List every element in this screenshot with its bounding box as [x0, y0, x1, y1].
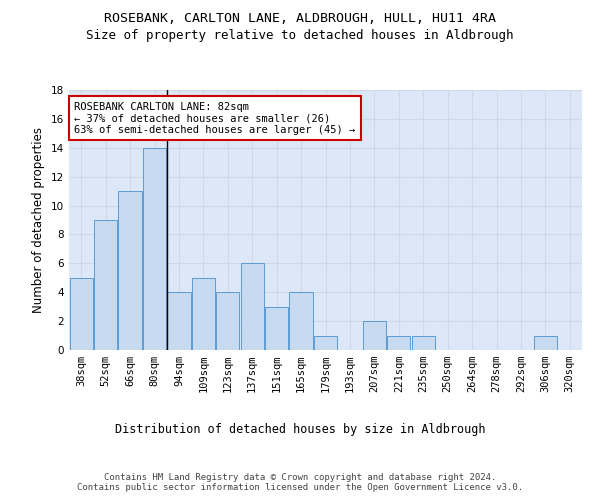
- Bar: [216, 292, 239, 350]
- Text: Contains HM Land Registry data © Crown copyright and database right 2024.
Contai: Contains HM Land Registry data © Crown c…: [77, 472, 523, 492]
- Bar: [314, 336, 337, 350]
- Bar: [143, 148, 166, 350]
- Bar: [289, 292, 313, 350]
- Bar: [94, 220, 117, 350]
- Text: ROSEBANK CARLTON LANE: 82sqm
← 37% of detached houses are smaller (26)
63% of se: ROSEBANK CARLTON LANE: 82sqm ← 37% of de…: [74, 102, 355, 135]
- Text: ROSEBANK, CARLTON LANE, ALDBROUGH, HULL, HU11 4RA: ROSEBANK, CARLTON LANE, ALDBROUGH, HULL,…: [104, 12, 496, 26]
- Bar: [412, 336, 435, 350]
- Bar: [265, 306, 288, 350]
- Bar: [167, 292, 191, 350]
- Bar: [70, 278, 93, 350]
- Bar: [192, 278, 215, 350]
- Y-axis label: Number of detached properties: Number of detached properties: [32, 127, 46, 313]
- Bar: [118, 191, 142, 350]
- Bar: [387, 336, 410, 350]
- Bar: [534, 336, 557, 350]
- Bar: [363, 321, 386, 350]
- Text: Size of property relative to detached houses in Aldbrough: Size of property relative to detached ho…: [86, 29, 514, 42]
- Text: Distribution of detached houses by size in Aldbrough: Distribution of detached houses by size …: [115, 422, 485, 436]
- Bar: [241, 264, 264, 350]
